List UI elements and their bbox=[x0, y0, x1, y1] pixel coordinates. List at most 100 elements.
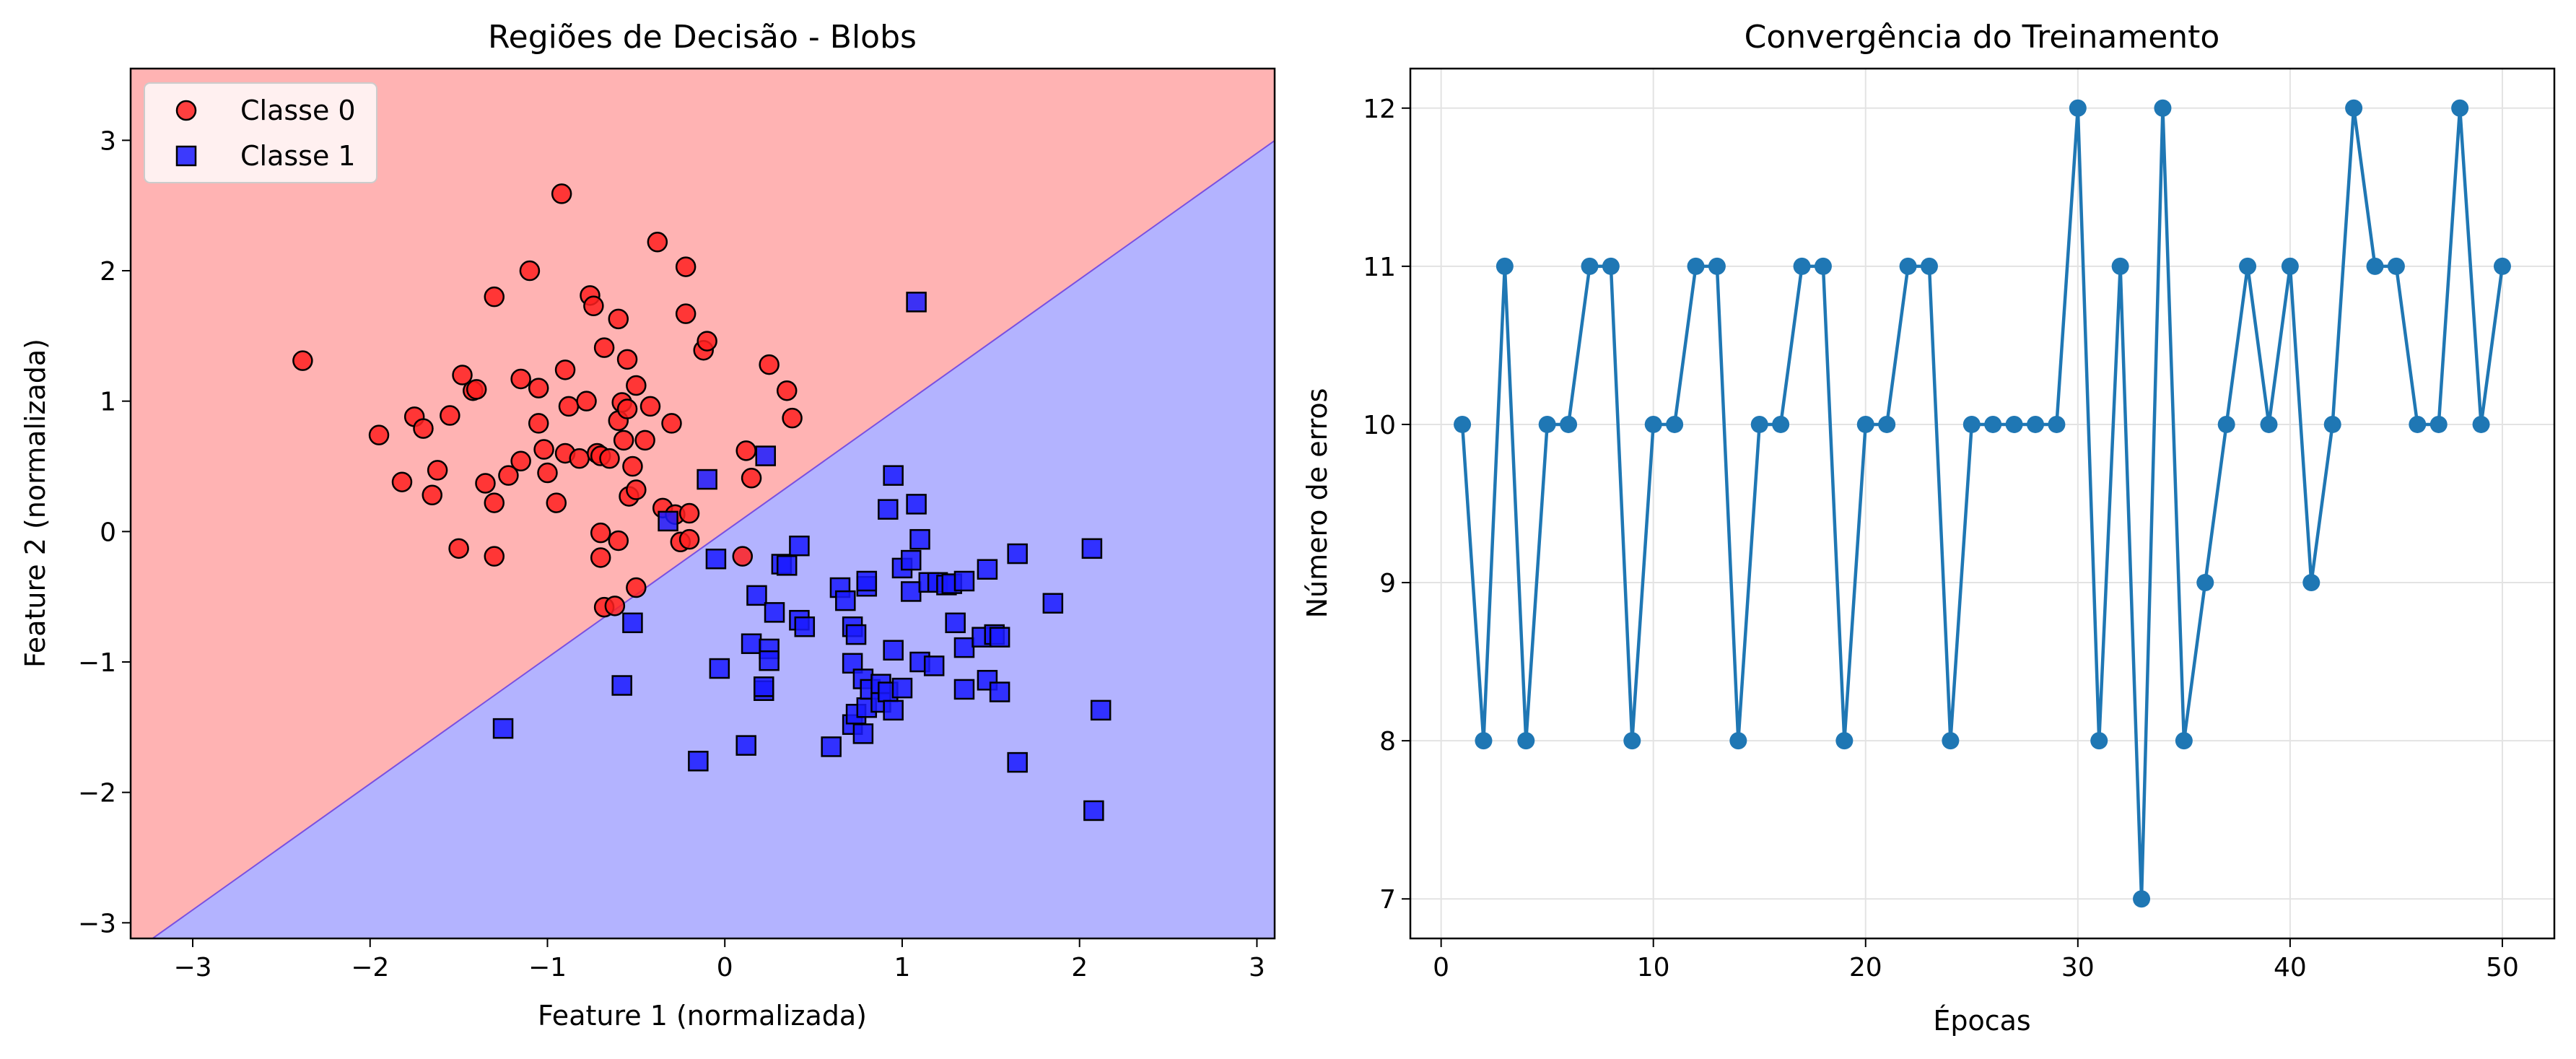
point-class1 bbox=[1042, 593, 1064, 614]
chart2-grid bbox=[1410, 69, 2554, 938]
y-tick-label: −2 bbox=[78, 779, 116, 809]
point-class0 bbox=[528, 413, 549, 434]
point-class0 bbox=[484, 492, 505, 513]
point-class1 bbox=[945, 612, 966, 634]
point-class1 bbox=[923, 655, 945, 676]
line-point bbox=[2429, 415, 2448, 433]
line-point bbox=[1454, 415, 1472, 433]
chart1-xlabel: Feature 1 (normalizada) bbox=[538, 1000, 867, 1032]
point-class0 bbox=[732, 546, 754, 567]
point-class1 bbox=[776, 555, 798, 576]
point-class0 bbox=[626, 577, 647, 598]
point-class0 bbox=[675, 256, 697, 277]
point-class0 bbox=[569, 448, 590, 469]
x-tick-label: 40 bbox=[2274, 953, 2307, 982]
decision-regions-chart: Regiões de Decisão - Blobs −3 −2 −1 0 1 2 3−3−… bbox=[19, 19, 1276, 1032]
y-tick-label: −3 bbox=[78, 909, 116, 938]
y-tick-label: 9 bbox=[1379, 569, 1396, 598]
point-class0 bbox=[484, 546, 505, 567]
point-class1 bbox=[1083, 800, 1104, 822]
point-class0 bbox=[590, 547, 611, 568]
line-point bbox=[1878, 415, 1896, 433]
point-class1 bbox=[735, 735, 756, 756]
line-point bbox=[1496, 257, 1514, 275]
line-point bbox=[2217, 415, 2235, 433]
line-point bbox=[2005, 415, 2023, 433]
decision-boundary-line bbox=[151, 139, 1275, 938]
y-tick-label: 2 bbox=[100, 257, 116, 287]
x-tick-label: −3 bbox=[173, 953, 211, 982]
line-point bbox=[2154, 99, 2172, 117]
line-point bbox=[2472, 415, 2490, 433]
line-point bbox=[1602, 257, 1620, 275]
point-class0 bbox=[697, 331, 717, 352]
line-point bbox=[2409, 415, 2427, 433]
x-tick-label: −2 bbox=[351, 953, 389, 982]
line-point bbox=[1517, 732, 1535, 750]
line-point bbox=[2493, 257, 2511, 275]
line-point bbox=[1942, 732, 1960, 750]
point-class1 bbox=[852, 723, 874, 744]
line-point bbox=[1687, 257, 1705, 275]
x-tick-label: 0 bbox=[1433, 953, 1449, 982]
point-class0 bbox=[608, 308, 629, 330]
point-class0 bbox=[551, 183, 572, 204]
line-point bbox=[2027, 415, 2045, 433]
point-class0 bbox=[368, 424, 390, 445]
x-tick-label: 10 bbox=[1637, 953, 1670, 982]
point-class0 bbox=[741, 468, 762, 489]
chart1-ylabel: Feature 2 (normalizada) bbox=[19, 339, 51, 668]
line-point bbox=[1581, 257, 1599, 275]
y-tick-label: −1 bbox=[78, 648, 116, 678]
line-point bbox=[1708, 257, 1726, 275]
point-class1 bbox=[622, 612, 643, 634]
x-tick-label: 1 bbox=[894, 953, 911, 982]
point-class1 bbox=[697, 469, 717, 490]
chart2-title: Convergência do Treinamento bbox=[1745, 19, 2220, 56]
line-point bbox=[1560, 415, 1578, 433]
plot2-frame bbox=[1409, 67, 2556, 940]
line-points bbox=[1454, 99, 2511, 908]
point-class0 bbox=[613, 430, 634, 451]
point-class1 bbox=[883, 465, 904, 486]
line-point bbox=[1729, 732, 1747, 750]
point-class0 bbox=[510, 450, 531, 472]
line-point bbox=[1772, 415, 1790, 433]
point-class0 bbox=[422, 484, 443, 506]
line-point bbox=[1538, 415, 1556, 433]
point-class0 bbox=[604, 596, 626, 616]
point-class1 bbox=[759, 650, 780, 671]
point-class1 bbox=[878, 499, 899, 520]
point-class0 bbox=[678, 528, 700, 550]
point-class1 bbox=[953, 570, 975, 592]
line-point bbox=[2387, 257, 2405, 275]
legend-box bbox=[144, 82, 377, 183]
plot1-frame bbox=[129, 67, 1276, 940]
line-point bbox=[2111, 257, 2129, 275]
x-tick-label: −1 bbox=[528, 953, 567, 982]
legend-label-class0: Classe 0 bbox=[240, 95, 356, 126]
point-class0 bbox=[466, 379, 487, 400]
line-point bbox=[2323, 415, 2341, 433]
point-class1 bbox=[900, 581, 922, 602]
line-point bbox=[2090, 732, 2108, 750]
line-point bbox=[2260, 415, 2278, 433]
chart2-xlabel: Épocas bbox=[1933, 1005, 2030, 1037]
point-class0 bbox=[675, 303, 697, 324]
line-point bbox=[1793, 257, 1811, 275]
x-tick-label: 30 bbox=[2061, 953, 2095, 982]
y-tick-label: 3 bbox=[100, 126, 116, 156]
point-class0 bbox=[759, 354, 780, 375]
line-point bbox=[2048, 415, 2066, 433]
point-class0 bbox=[776, 380, 798, 401]
line-point bbox=[2069, 99, 2087, 117]
point-class1 bbox=[492, 718, 514, 739]
point-class1 bbox=[821, 736, 842, 757]
point-class1 bbox=[746, 585, 767, 606]
point-class0 bbox=[626, 375, 647, 396]
line-point bbox=[1623, 732, 1641, 750]
point-class0 bbox=[448, 538, 469, 559]
y-tick-label: 10 bbox=[1363, 411, 1396, 440]
point-class1 bbox=[953, 637, 975, 658]
